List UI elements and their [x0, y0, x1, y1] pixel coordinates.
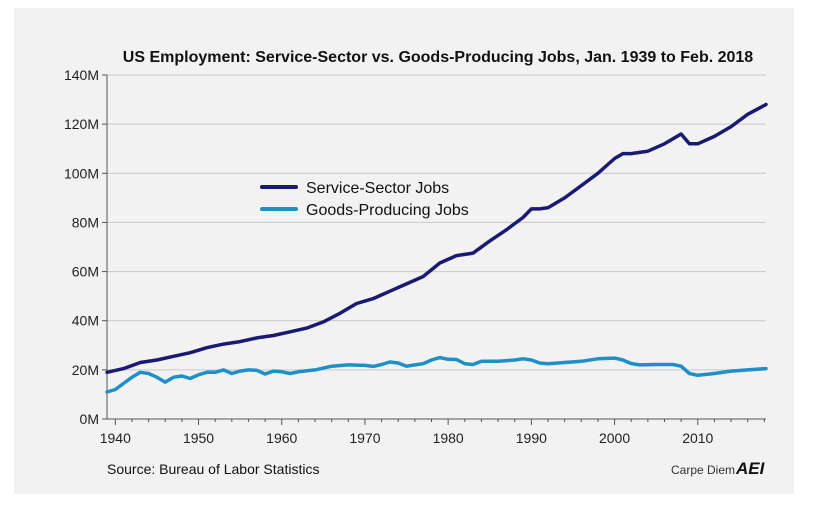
- goods-producing-line: [105, 355, 768, 394]
- y-tick-label: 140M: [64, 67, 99, 83]
- line-chart: US Employment: Service-Sector vs. Goods-…: [64, 49, 768, 478]
- service-sector-line: [105, 102, 768, 375]
- x-tick-label: 1980: [433, 430, 464, 446]
- legend-label-goods: Goods-Producing Jobs: [306, 202, 469, 219]
- x-tick-label: 1990: [516, 430, 547, 446]
- y-tick-label: 80M: [72, 214, 99, 230]
- x-tick-label: 1970: [349, 430, 380, 446]
- x-tick-label: 2010: [682, 430, 713, 446]
- x-tick-label: 1940: [100, 430, 131, 446]
- y-tick-label: 120M: [64, 116, 99, 132]
- chart-title: US Employment: Service-Sector vs. Goods-…: [123, 49, 754, 66]
- y-tick-label: 20M: [72, 362, 99, 378]
- brand-name: Carpe Diem: [671, 463, 735, 477]
- y-tick-label: 40M: [72, 313, 99, 329]
- y-tick-label: 60M: [72, 264, 99, 280]
- x-tick-label: 1950: [183, 430, 214, 446]
- aei-logo: AEI: [735, 459, 766, 478]
- x-tick-label: 1960: [266, 430, 297, 446]
- source-note: Source: Bureau of Labor Statistics: [107, 461, 319, 477]
- chart-frame: US Employment: Service-Sector vs. Goods-…: [14, 8, 794, 494]
- legend-label-service: Service-Sector Jobs: [306, 180, 449, 197]
- y-tick-label: 0M: [80, 411, 99, 427]
- y-tick-label: 100M: [64, 165, 99, 181]
- x-tick-label: 2000: [599, 430, 630, 446]
